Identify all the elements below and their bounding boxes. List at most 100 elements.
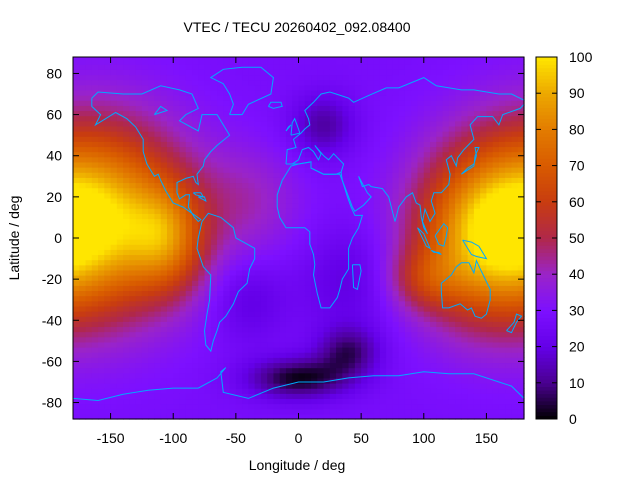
heatmap-cell (461, 331, 469, 338)
heatmap-cell (411, 57, 419, 60)
heatmap-cell (417, 367, 425, 374)
heatmap-cell (229, 136, 237, 142)
heatmap-cell (367, 89, 375, 96)
heatmap-cell (129, 408, 137, 415)
heatmap-cell (148, 69, 156, 76)
heatmap-cell (85, 110, 93, 117)
heatmap-cell (116, 275, 124, 281)
heatmap-cell (342, 244, 350, 250)
heatmap-cell (473, 290, 481, 297)
heatmap-cell (498, 131, 506, 137)
heatmap-cell (254, 275, 262, 281)
heatmap-cell (260, 326, 268, 333)
heatmap-cell (298, 151, 306, 158)
heatmap-cell (455, 172, 462, 178)
heatmap-cell (292, 115, 300, 122)
heatmap-cell (473, 131, 481, 137)
heatmap-cell (430, 403, 437, 410)
heatmap-cell (148, 383, 156, 389)
heatmap-cell (329, 79, 337, 86)
heatmap-cell (254, 156, 262, 163)
heatmap-cell (329, 161, 337, 168)
heatmap-cell (104, 74, 112, 81)
heatmap-cell (154, 336, 162, 343)
heatmap-cell (141, 69, 149, 76)
heatmap-cell (148, 203, 156, 209)
heatmap-cell (379, 403, 387, 410)
heatmap-cell (254, 377, 262, 384)
heatmap-cell (348, 64, 356, 70)
heatmap-cell (285, 84, 293, 91)
heatmap-cell (141, 254, 149, 261)
heatmap-cell (79, 182, 87, 189)
heatmap-cell (154, 254, 162, 261)
heatmap-cell (511, 362, 519, 369)
heatmap-cell (373, 398, 381, 405)
heatmap-cell (285, 167, 293, 173)
heatmap-cell (298, 393, 306, 400)
heatmap-cell (373, 208, 381, 214)
heatmap-cell (154, 331, 162, 338)
heatmap-cell (473, 125, 481, 132)
heatmap-cell (354, 177, 362, 184)
heatmap-cell (285, 336, 293, 343)
heatmap-cell (135, 290, 143, 297)
heatmap-cell (467, 316, 475, 322)
heatmap-cell (404, 357, 412, 364)
heatmap-cell (110, 336, 118, 343)
heatmap-cell (154, 393, 162, 400)
heatmap-cell (505, 377, 513, 384)
heatmap-cell (267, 398, 275, 405)
heatmap-cell (486, 264, 494, 271)
heatmap-cell (354, 393, 362, 400)
heatmap-cell (254, 203, 262, 209)
heatmap-cell (373, 254, 381, 261)
heatmap-cell (392, 59, 400, 65)
heatmap-cell (411, 167, 419, 173)
heatmap-cell (279, 388, 287, 394)
heatmap-cell (73, 264, 80, 271)
heatmap-cell (492, 352, 500, 358)
heatmap-cell (116, 249, 124, 256)
heatmap-cell (210, 125, 218, 132)
heatmap-cell (110, 182, 118, 189)
heatmap-cell (242, 275, 249, 281)
heatmap-cell (210, 223, 218, 230)
heatmap-cell (336, 177, 343, 184)
heatmap-cell (110, 275, 118, 281)
heatmap-cell (323, 59, 331, 65)
heatmap-cell (223, 280, 231, 286)
heatmap-cell (298, 269, 306, 276)
heatmap-cell (242, 100, 249, 106)
heatmap-cell (279, 305, 287, 312)
heatmap-cell (104, 125, 112, 132)
heatmap-cell (292, 182, 300, 189)
heatmap-cell (185, 269, 193, 276)
heatmap-cell (85, 136, 93, 142)
heatmap-cell (411, 408, 419, 415)
heatmap-cell (260, 187, 268, 194)
heatmap-cell (367, 161, 375, 168)
heatmap-cell (404, 377, 412, 384)
heatmap-cell (79, 95, 87, 101)
heatmap-cell (210, 161, 218, 168)
heatmap-cell (492, 167, 500, 173)
heatmap-cell (336, 95, 343, 101)
heatmap-cell (73, 239, 80, 245)
heatmap-cell (304, 146, 312, 153)
heatmap-cell (242, 269, 249, 276)
heatmap-cell (235, 141, 243, 148)
heatmap-cell (492, 239, 500, 245)
heatmap-cell (254, 331, 262, 338)
heatmap-cell (311, 79, 318, 86)
heatmap-cell (292, 367, 300, 374)
heatmap-cell (85, 79, 93, 86)
heatmap-cell (423, 403, 431, 410)
heatmap-cell (436, 347, 444, 353)
heatmap-cell (323, 64, 331, 70)
heatmap-cell (480, 197, 488, 204)
heatmap-cell (298, 239, 306, 245)
heatmap-cell (404, 213, 412, 220)
heatmap-cell (398, 110, 406, 117)
heatmap-cell (486, 393, 494, 400)
